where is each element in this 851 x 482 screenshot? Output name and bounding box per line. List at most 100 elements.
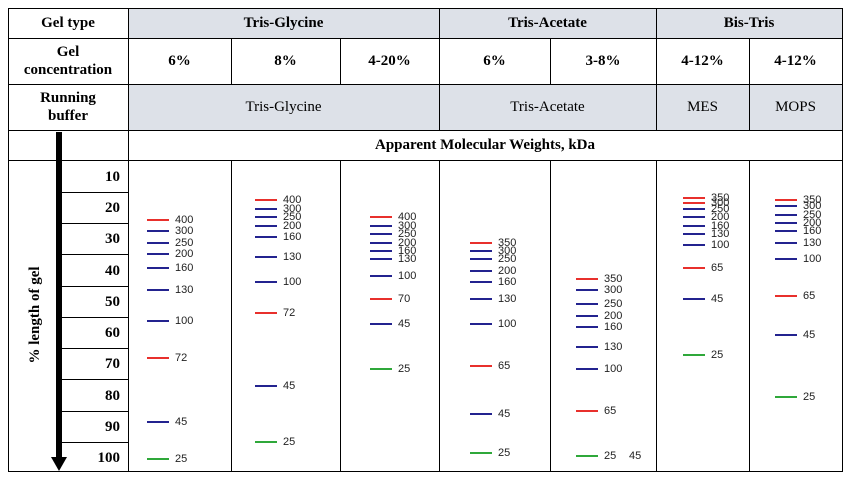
- band-label: 400: [175, 214, 194, 227]
- running-buffer-label: Running buffer: [8, 84, 128, 130]
- gel-band: [255, 224, 277, 227]
- band-label: 200: [604, 309, 623, 322]
- percent-tick-label: 80: [105, 387, 120, 404]
- band-label: 100: [803, 253, 822, 266]
- gel-band: [470, 241, 492, 244]
- band-label: 250: [711, 202, 730, 215]
- gel-band: [576, 289, 598, 292]
- gel-type-tris-glycine: Tris-Glycine: [128, 8, 439, 38]
- band-label: 25: [398, 363, 411, 376]
- band-label: 25: [711, 349, 724, 362]
- gel-band: [470, 250, 492, 253]
- gel-band: [370, 241, 392, 244]
- grid-line: [128, 8, 129, 472]
- band-label: 25: [803, 391, 816, 404]
- grid-line: [8, 8, 843, 9]
- gel-band: [775, 334, 797, 337]
- percent-tick-label: 10: [105, 169, 120, 185]
- grid-line: [340, 160, 341, 471]
- gel-band: [147, 252, 169, 255]
- apparent-mw-header: Apparent Molecular Weights, kDa: [374, 136, 595, 153]
- band-label: 100: [175, 315, 194, 328]
- gel-concentration-label: Gel concentration: [8, 38, 128, 84]
- grid-line: [656, 8, 657, 130]
- band-label: 100: [283, 275, 302, 288]
- band-label: 25: [283, 436, 296, 449]
- gel-band: [576, 278, 598, 281]
- gel-length-arrowhead: [51, 457, 67, 471]
- band-label: 130: [803, 236, 822, 249]
- band-label: 65: [711, 261, 724, 274]
- gel-band: [775, 213, 797, 216]
- band-label: 200: [498, 264, 517, 277]
- concentration-lane-6: 4-12%: [681, 52, 724, 69]
- band-label: 200: [803, 216, 822, 229]
- band-label: 300: [175, 225, 194, 238]
- band-label: 72: [283, 306, 296, 319]
- gel-band: [147, 241, 169, 244]
- gel-band: [470, 452, 492, 455]
- gel-band: [147, 230, 169, 233]
- band-label: 250: [498, 253, 517, 266]
- gel-band: [683, 207, 705, 210]
- gel-band: [683, 216, 705, 219]
- band-label: 350: [498, 236, 517, 249]
- percent-tick-label: 90: [105, 418, 120, 435]
- gel-band: [683, 233, 705, 236]
- band-label: 45: [498, 408, 511, 421]
- gel-band: [683, 266, 705, 269]
- concentration-lane-5: 3-8%: [585, 52, 621, 69]
- band-label: 130: [175, 284, 194, 297]
- band-label: 45: [711, 292, 724, 305]
- band-label: 350: [711, 191, 730, 204]
- band-label: 350: [803, 194, 822, 207]
- band-label: 350: [604, 273, 623, 286]
- band-label: 130: [498, 292, 517, 305]
- gel-band: [255, 441, 277, 444]
- band-label: 160: [175, 261, 194, 274]
- band-label: 65: [604, 405, 617, 418]
- band-label: 200: [711, 211, 730, 224]
- band-label: 160: [803, 225, 822, 238]
- gel-band: [470, 297, 492, 300]
- gel-band: [370, 216, 392, 219]
- gel-type-bis-tris: Bis-Tris: [656, 8, 842, 38]
- grid-line: [8, 130, 843, 131]
- gel-band: [147, 421, 169, 424]
- band-label: 45: [283, 379, 296, 392]
- band-label: 160: [711, 219, 730, 232]
- gel-band: [775, 258, 797, 261]
- band-label: 250: [803, 208, 822, 221]
- gel-band: [576, 345, 598, 348]
- gel-band: [255, 280, 277, 283]
- gel-band: [576, 314, 598, 317]
- band-label: 300: [803, 200, 822, 213]
- gel-band: [147, 289, 169, 292]
- gel-band: [576, 303, 598, 306]
- band-label: 100: [711, 239, 730, 252]
- grid-line: [749, 38, 750, 130]
- gel-band: [683, 244, 705, 247]
- gel-band: [576, 368, 598, 371]
- gel-band: [370, 250, 392, 253]
- gel-band: [775, 221, 797, 224]
- band-label: 160: [498, 275, 517, 288]
- band-label: 100: [398, 270, 417, 283]
- gel-band: [775, 199, 797, 202]
- gel-band: [370, 233, 392, 236]
- gel-band: [576, 455, 598, 458]
- gel-band: [255, 216, 277, 219]
- band-label: 65: [498, 360, 511, 373]
- band-label: 65: [803, 290, 816, 303]
- grid-line: [439, 160, 440, 471]
- band-label: 72: [175, 351, 188, 364]
- band-label: 200: [283, 219, 302, 232]
- grid-line: [231, 38, 232, 84]
- gel-type-tris-acetate: Tris-Acetate: [439, 8, 656, 38]
- band-label: 45: [175, 416, 188, 429]
- band-label: 300: [498, 245, 517, 258]
- gel-band: [147, 266, 169, 269]
- percent-tick-label: 50: [105, 293, 120, 310]
- gel-band: [255, 236, 277, 238]
